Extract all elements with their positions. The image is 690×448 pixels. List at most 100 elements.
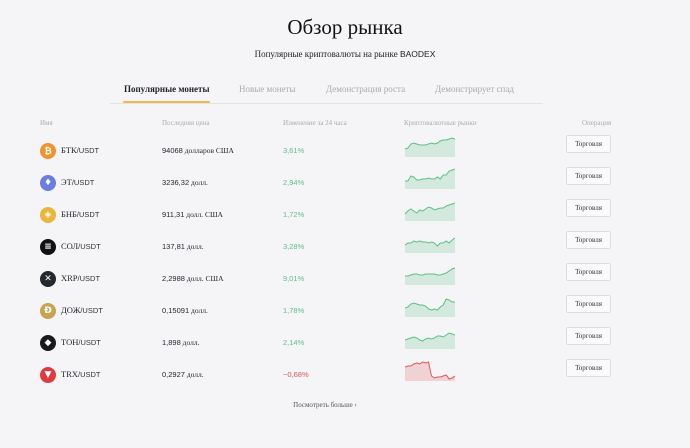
sparkline-chart bbox=[405, 202, 455, 221]
price-unit: долл. США bbox=[184, 274, 224, 283]
coin-glyph: Ð bbox=[44, 306, 52, 316]
price-value: 1,898 bbox=[162, 338, 181, 347]
table-row: ♦ ЭТ/USDT 3236,32 долл. 2,94% Торговля bbox=[0, 167, 690, 207]
change-24h: 3,28% bbox=[283, 242, 305, 251]
coin-glyph: ♦ bbox=[43, 178, 53, 188]
solana-icon: ≡ bbox=[40, 239, 56, 255]
table-row: ₿ БТК/USDT 94068 долларов США 3,61% Торг… bbox=[0, 135, 690, 175]
change-24h: 2,94% bbox=[283, 178, 305, 187]
tab-top-losers[interactable]: Демонстрирует спад bbox=[435, 84, 514, 94]
coin-pair-name[interactable]: БТК/USDT bbox=[61, 145, 99, 155]
price-value: 2,2988 bbox=[162, 274, 185, 283]
table-row: ◆ ТОН/USDT 1,898 долл. 2,14% Торговля bbox=[0, 327, 690, 367]
coin-pair-name[interactable]: СОЛ/USDT bbox=[61, 241, 101, 251]
coin-glyph: ▼ bbox=[44, 370, 52, 380]
table-row: ▼ TRX/USDT 0,2927 долл. −0,68% Торговля bbox=[0, 359, 690, 399]
quote-currency: /USDT bbox=[78, 242, 101, 251]
price-value: 3236,32 bbox=[162, 178, 190, 187]
change-24h: 1,78% bbox=[283, 306, 305, 315]
last-price: 137,81 долл. bbox=[162, 242, 204, 251]
quote-currency: /USDT bbox=[78, 338, 101, 347]
coin-symbol: БТК bbox=[61, 145, 77, 155]
last-price: 2,2988 долл. США bbox=[162, 274, 224, 283]
last-price: 0,2927 долл. bbox=[162, 370, 204, 379]
quote-currency: /USDT bbox=[78, 370, 101, 379]
coin-pair-name[interactable]: ТОН/USDT bbox=[61, 337, 101, 347]
sparkline-chart bbox=[405, 298, 455, 317]
last-price: 3236,32 долл. bbox=[162, 178, 208, 187]
xrp-icon: ✕ bbox=[40, 271, 56, 287]
market-tabs: Популярные монеты Новые монеты Демонстра… bbox=[110, 80, 543, 104]
change-24h: 3,61% bbox=[283, 146, 305, 155]
price-unit: долл. bbox=[184, 242, 204, 251]
last-price: 911,31 долл. США bbox=[162, 210, 223, 219]
trade-button[interactable]: Торговля bbox=[566, 231, 611, 249]
dogecoin-icon: Ð bbox=[40, 303, 56, 319]
price-unit: долл. bbox=[184, 370, 204, 379]
quote-currency: /USDT bbox=[77, 274, 101, 283]
column-header-name: Имя bbox=[40, 119, 53, 127]
change-24h: 2,14% bbox=[283, 338, 305, 347]
price-value: 137,81 bbox=[162, 242, 185, 251]
quote-currency: /USDT bbox=[71, 178, 95, 187]
coin-glyph: ₿ bbox=[44, 146, 52, 157]
coin-glyph: ◈ bbox=[44, 210, 52, 220]
coin-glyph: ≡ bbox=[44, 242, 52, 252]
subtitle-text: Популярные криптовалюты на рынке bbox=[254, 49, 398, 59]
sparkline-chart bbox=[405, 137, 455, 157]
coin-glyph: ✕ bbox=[44, 274, 52, 284]
trade-button[interactable]: Торговля bbox=[566, 263, 611, 281]
coin-symbol: XRP bbox=[61, 273, 78, 283]
tab-popular-coins[interactable]: Популярные монеты bbox=[122, 84, 211, 103]
last-price: 0,15091 долл. bbox=[162, 306, 208, 315]
toncoin-icon: ◆ bbox=[40, 335, 56, 351]
quote-currency: /USDT bbox=[76, 146, 100, 155]
trade-button[interactable]: Торговля bbox=[566, 295, 611, 313]
price-unit: долларов США bbox=[182, 146, 234, 155]
sparkline-chart bbox=[405, 332, 455, 349]
price-unit: долл. bbox=[180, 338, 200, 347]
table-row: ◈ БНБ/USDT 911,31 долл. США 1,72% Торгов… bbox=[0, 199, 690, 239]
column-header-operation: Операция bbox=[582, 119, 612, 127]
change-24h: −0,68% bbox=[283, 370, 309, 379]
table-row: ✕ XRP/USDT 2,2988 долл. США 9,01% Торгов… bbox=[0, 263, 690, 303]
bnb-icon: ◈ bbox=[40, 207, 56, 223]
tab-top-gainers[interactable]: Демонстрация роста bbox=[326, 84, 406, 94]
tab-new-coins[interactable]: Новые монеты bbox=[239, 84, 296, 94]
price-unit: долл. bbox=[189, 178, 208, 187]
subtitle-brand: BAODEX bbox=[399, 49, 436, 59]
coin-pair-name[interactable]: БНБ/USDT bbox=[61, 209, 99, 219]
coin-pair-name[interactable]: ЭТ/USDT bbox=[61, 177, 94, 187]
trade-button[interactable]: Торговля bbox=[566, 327, 611, 345]
quote-currency: /USDT bbox=[76, 210, 100, 219]
price-unit: долл. США bbox=[184, 210, 223, 219]
sparkline-chart bbox=[405, 267, 455, 285]
trade-button[interactable]: Торговля bbox=[566, 135, 611, 153]
bitcoin-icon: ₿ bbox=[40, 143, 56, 159]
price-value: 94068 bbox=[162, 146, 183, 155]
price-unit: долл. bbox=[189, 306, 208, 315]
view-more-link[interactable]: Посмотреть больше › bbox=[293, 401, 357, 409]
coin-symbol: ТОН bbox=[61, 337, 79, 347]
coin-pair-name[interactable]: ДОЖ/USDT bbox=[61, 305, 103, 315]
coin-glyph: ◆ bbox=[44, 338, 52, 348]
change-24h: 9,01% bbox=[283, 274, 305, 283]
trade-button[interactable]: Торговля bbox=[566, 359, 611, 377]
coin-symbol: БНБ bbox=[61, 209, 77, 219]
page-title: Обзор рынка bbox=[287, 15, 403, 39]
quote-currency: /USDT bbox=[80, 306, 103, 315]
table-row: ≡ СОЛ/USDT 137,81 долл. 3,28% Торговля bbox=[0, 231, 690, 271]
column-header-markets: Криптовалютные рынки bbox=[404, 119, 477, 127]
column-header-last-price: Последняя цена bbox=[162, 119, 210, 127]
last-price: 1,898 долл. bbox=[162, 338, 199, 347]
trade-button[interactable]: Торговля bbox=[566, 167, 611, 185]
sparkline-chart bbox=[405, 361, 455, 381]
coin-symbol: ДОЖ bbox=[61, 305, 81, 315]
coin-symbol: TRX bbox=[61, 369, 78, 379]
table-row: Ð ДОЖ/USDT 0,15091 долл. 1,78% Торговля bbox=[0, 295, 690, 335]
trade-button[interactable]: Торговля bbox=[566, 199, 611, 217]
coin-pair-name[interactable]: TRX/USDT bbox=[61, 369, 101, 379]
change-24h: 1,72% bbox=[283, 210, 305, 219]
coin-pair-name[interactable]: XRP/USDT bbox=[61, 273, 100, 283]
tron-icon: ▼ bbox=[40, 367, 56, 383]
